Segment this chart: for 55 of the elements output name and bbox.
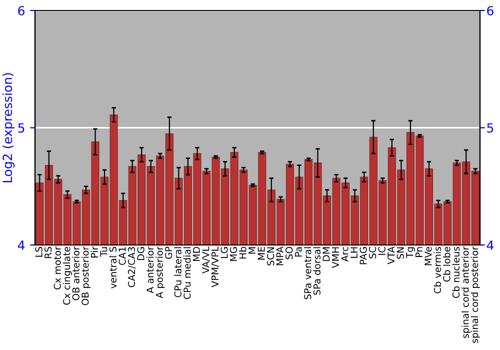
x-tick-label: MVe <box>424 246 432 266</box>
x-tick-label: VMH <box>332 247 339 268</box>
x-tick-label: MD <box>192 246 200 261</box>
x-tick-label: MPA <box>276 246 284 266</box>
x-tick-label: Pir <box>90 246 98 258</box>
x-tick-label: LH <box>350 247 358 258</box>
x-tick-label: Cb nucleus <box>452 246 460 298</box>
x-tick-label: CPu medial <box>183 247 191 300</box>
x-tick-label: LS <box>35 246 42 257</box>
y-axis-title: Log2 (expression) <box>2 73 15 182</box>
x-tick-label: CA1 <box>118 247 126 265</box>
x-tick-label: VPM/VPL <box>212 246 220 288</box>
x-tick-label: spinal cord anterior <box>462 246 471 338</box>
x-tick-label: SC <box>368 246 376 258</box>
x-tick-label: spinal cord posterior <box>470 246 480 343</box>
x-tick-label: ventral S <box>109 246 117 288</box>
y-tick-label: 5 <box>18 123 24 133</box>
x-tick-label: Pa <box>294 247 302 257</box>
x-tick-label: SO <box>286 246 293 260</box>
x-tick-label: GP <box>165 246 172 259</box>
x-tick-label: CA2/CA3 <box>128 247 136 288</box>
x-tick-label: VA/VL <box>202 246 210 274</box>
x-tick-label: VTA <box>388 246 395 264</box>
y2-tick-label: 4 <box>486 240 494 250</box>
x-tick-label: OB posterior <box>81 246 91 306</box>
y2-tick-label: 6 <box>487 6 494 16</box>
x-tick-label: Pn <box>415 247 422 257</box>
x-tick-label: MG <box>230 247 238 261</box>
x-tick-label: SCN <box>267 247 274 266</box>
x-tick-label: SPa dorsal <box>313 247 320 295</box>
x-tick-label: SPa ventral <box>304 247 312 300</box>
x-tick-label: Cx motor <box>54 246 61 290</box>
x-tick-label: A posterior <box>156 246 165 298</box>
x-tick-label: DG <box>137 247 144 260</box>
x-tick-label: RS <box>44 246 52 258</box>
x-tick-label: Hb <box>239 246 246 259</box>
x-tick-label: LG <box>220 247 228 258</box>
y-tick-label: 4 <box>18 240 25 250</box>
y-tick-label: 6 <box>18 6 24 16</box>
x-tick-label: OB anterior <box>72 246 80 300</box>
x-tick-label: DM <box>322 247 330 261</box>
x-tick-label: SN <box>396 247 404 259</box>
x-tick-label: PAG <box>360 247 367 264</box>
x-tick-label: Arc <box>341 246 348 262</box>
y2-tick-label: 5 <box>487 123 494 133</box>
x-tick-label: A anterior <box>146 246 154 294</box>
x-tick-label: IC <box>378 246 386 255</box>
x-tick-label: Cx cingulate <box>62 246 72 305</box>
x-tick-label: Cb lobe <box>442 246 450 282</box>
x-tick-label: CPu lateral <box>174 247 182 298</box>
x-tick-label: Tu <box>100 247 108 257</box>
x-tick-label: Tg <box>406 247 416 258</box>
x-tick-label: M <box>248 247 256 254</box>
x-tick-label: ME <box>258 246 265 260</box>
x-tick-label: Cb vermis <box>434 246 442 294</box>
